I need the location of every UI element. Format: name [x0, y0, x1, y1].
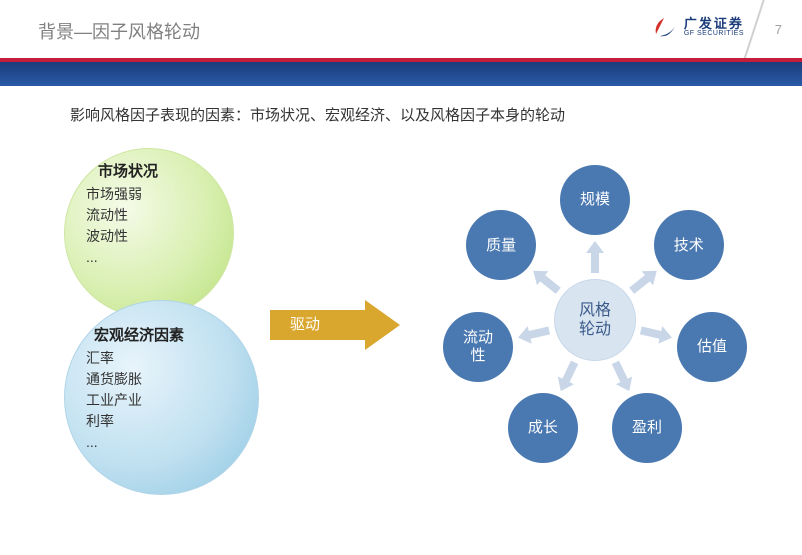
header: 背景—因子风格轮动 广发证券 GF SECURITIES 7: [0, 0, 802, 58]
list-item: 利率: [86, 411, 142, 432]
center-node: 风格轮动: [554, 279, 636, 361]
list-item: 市场强弱: [86, 184, 142, 205]
list-item: ...: [86, 432, 142, 453]
list-item: 流动性: [86, 205, 142, 226]
header-blue-strip: [0, 62, 802, 86]
slide-title: 背景—因子风格轮动: [38, 18, 200, 44]
page-number: 7: [775, 22, 782, 37]
list-item: ...: [86, 247, 142, 268]
list-item: 汇率: [86, 348, 142, 369]
macro-factors-list: 汇率通货膨胀工业产业利率...: [86, 348, 142, 453]
factor-node: 质量: [466, 210, 536, 280]
drive-arrow-label: 驱动: [290, 313, 320, 334]
intro-text: 影响风格因子表现的因素：市场状况、宏观经济、以及风格因子本身的轮动: [70, 104, 565, 125]
logo-swoosh-icon: [652, 14, 678, 40]
list-item: 波动性: [86, 226, 142, 247]
factor-node: 流动性: [443, 312, 513, 382]
factor-node: 技术: [654, 210, 724, 280]
logo-cn: 广发证券: [684, 17, 744, 30]
list-item: 通货膨胀: [86, 369, 142, 390]
list-item: 工业产业: [86, 390, 142, 411]
market-conditions-title: 市场状况: [98, 160, 158, 181]
header-divider: [742, 0, 766, 63]
factor-node: 成长: [508, 393, 578, 463]
slide: 背景—因子风格轮动 广发证券 GF SECURITIES 7 影响风格因子表现的…: [0, 0, 802, 555]
logo: 广发证券 GF SECURITIES: [652, 14, 744, 40]
logo-en: GF SECURITIES: [684, 30, 744, 37]
market-conditions-list: 市场强弱流动性波动性...: [86, 184, 142, 268]
factor-node: 规模: [560, 165, 630, 235]
factor-node: 盈利: [612, 393, 682, 463]
macro-factors-title: 宏观经济因素: [94, 324, 184, 345]
logo-text: 广发证券 GF SECURITIES: [684, 17, 744, 37]
style-rotation-diagram: 风格轮动 规模技术估值盈利成长 流动性 质量: [410, 135, 780, 505]
factor-node: 估值: [677, 312, 747, 382]
